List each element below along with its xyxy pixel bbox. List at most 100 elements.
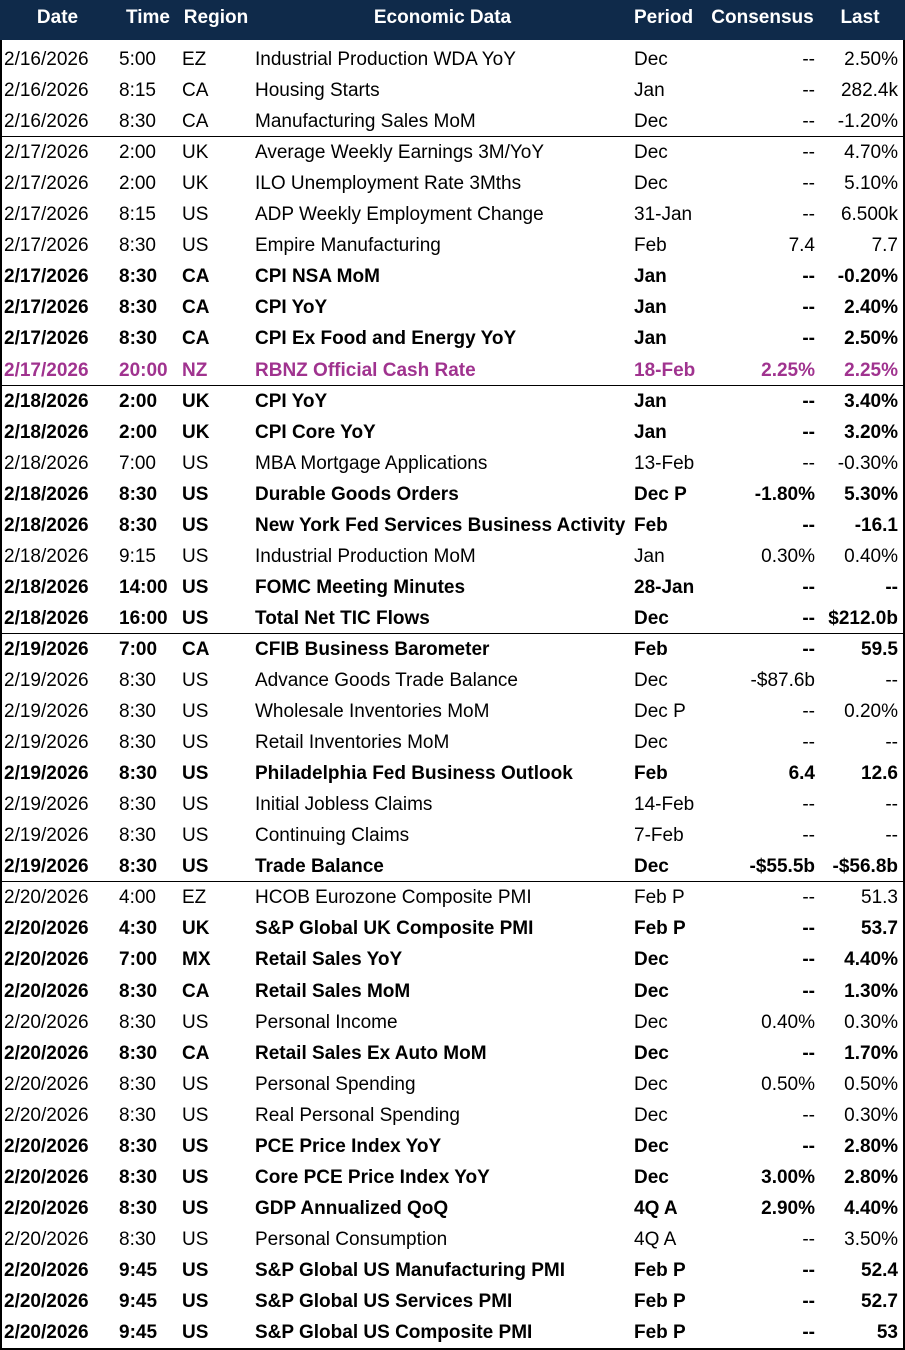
economic-data-cell: CPI NSA MoM: [255, 266, 380, 288]
time-cell: 8:30: [119, 111, 156, 133]
economic-data-cell: GDP Annualized QoQ: [255, 1197, 449, 1219]
period-cell: Dec: [634, 111, 668, 133]
economic-data-cell: RBNZ Official Cash Rate: [255, 359, 476, 381]
date-cell: 2/17/2026: [4, 266, 89, 288]
economic-data-cell: Industrial Production WDA YoY: [255, 49, 516, 70]
economic-data-cell: Trade Balance: [255, 856, 384, 878]
consensus-cell: 0.50%: [761, 1073, 815, 1095]
header-bar: [0, 0, 905, 40]
consensus-cell: 0.40%: [761, 1011, 815, 1033]
day-separator: [0, 881, 905, 883]
period-cell: Feb: [634, 514, 668, 536]
last-cell: 2.80%: [844, 1166, 898, 1188]
consensus-cell: -$55.5b: [749, 856, 815, 878]
region-cell: US: [182, 576, 209, 598]
period-cell: Feb P: [634, 887, 685, 909]
last-cell: 53.7: [861, 918, 898, 940]
time-cell: 7:00: [119, 638, 158, 660]
region-cell: US: [182, 545, 209, 567]
economic-data-cell: Retail Sales Ex Auto MoM: [255, 1042, 487, 1064]
last-cell: -$56.8b: [832, 856, 898, 878]
last-cell: --: [885, 576, 898, 598]
consensus-cell: --: [802, 825, 815, 847]
region-cell: US: [182, 514, 209, 536]
region-cell: US: [182, 607, 209, 629]
period-cell: Dec: [634, 1166, 669, 1188]
period-cell: Dec P: [634, 483, 687, 505]
date-cell: 2/16/2026: [4, 80, 89, 102]
header-date: Date: [36, 7, 79, 28]
economic-data-cell: CPI YoY: [255, 390, 328, 412]
period-cell: Dec: [634, 1104, 668, 1126]
consensus-cell: --: [802, 949, 815, 971]
last-cell: 3.50%: [844, 1228, 898, 1250]
header-economic-data: Economic Data: [373, 7, 512, 28]
period-cell: Dec: [634, 49, 668, 70]
time-cell: 8:30: [119, 328, 158, 350]
economic-data-cell: CFIB Business Barometer: [255, 638, 490, 660]
period-cell: Dec: [634, 949, 669, 971]
region-cell: US: [182, 1291, 209, 1312]
economic-data-cell: CPI Ex Food and Energy YoY: [255, 328, 517, 350]
date-cell: 2/19/2026: [4, 763, 89, 785]
consensus-cell: --: [802, 794, 815, 816]
consensus-cell: --: [802, 421, 815, 443]
region-cell: EZ: [182, 49, 207, 70]
economic-data-cell: S&P Global US Services PMI: [255, 1291, 513, 1312]
time-cell: 8:30: [119, 701, 156, 723]
date-cell: 2/18/2026: [4, 514, 89, 536]
economic-data-cell: Initial Jobless Claims: [255, 794, 433, 816]
period-cell: Jan: [634, 80, 665, 102]
economic-data-cell: MBA Mortgage Applications: [255, 452, 488, 474]
time-cell: 8:30: [119, 763, 158, 785]
last-cell: 0.30%: [844, 1011, 898, 1033]
last-cell: 2.50%: [844, 49, 898, 70]
region-cell: US: [182, 1135, 209, 1157]
region-cell: US: [182, 1228, 209, 1250]
consensus-cell: 2.90%: [761, 1197, 815, 1219]
economic-data-cell: Industrial Production MoM: [255, 545, 476, 567]
last-cell: 1.70%: [844, 1042, 898, 1064]
period-cell: Feb P: [634, 1259, 686, 1281]
consensus-cell: 7.4: [788, 235, 815, 257]
date-cell: 2/20/2026: [4, 1166, 89, 1188]
time-cell: 8:30: [119, 980, 158, 1002]
consensus-cell: -$87.6b: [750, 670, 815, 691]
consensus-cell: --: [802, 142, 815, 164]
date-cell: 2/16/2026: [4, 49, 89, 70]
region-cell: CA: [182, 980, 210, 1002]
consensus-cell: --: [802, 297, 815, 319]
economic-data-cell: Retail Inventories MoM: [255, 732, 450, 754]
consensus-cell: 0.30%: [761, 545, 815, 567]
last-cell: $212.0b: [828, 607, 898, 629]
consensus-cell: --: [802, 514, 815, 536]
last-cell: 53: [876, 1322, 898, 1344]
economic-data-cell: Total Net TIC Flows: [255, 607, 430, 629]
period-cell: Jan: [634, 390, 667, 412]
time-cell: 8:30: [119, 266, 158, 288]
period-cell: Dec: [634, 1011, 668, 1033]
date-cell: 2/20/2026: [4, 1322, 89, 1344]
last-cell: 2.25%: [844, 359, 898, 381]
bottom-border: [0, 1348, 905, 1350]
economic-data-cell: Personal Income: [255, 1011, 398, 1033]
consensus-cell: 3.00%: [761, 1166, 815, 1188]
consensus-cell: --: [802, 1042, 815, 1064]
date-cell: 2/18/2026: [4, 483, 89, 505]
economic-data-cell: Core PCE Price Index YoY: [255, 1166, 490, 1188]
last-cell: 12.6: [861, 763, 898, 785]
time-cell: 2:00: [119, 173, 156, 195]
last-cell: 7.7: [871, 235, 898, 257]
period-cell: 13-Feb: [634, 452, 695, 474]
day-separator: [0, 384, 905, 386]
economic-data-cell: Personal Consumption: [255, 1228, 448, 1250]
period-cell: Dec: [634, 173, 668, 195]
last-cell: 3.40%: [844, 390, 898, 412]
economic-data-cell: S&P Global US Manufacturing PMI: [255, 1259, 566, 1281]
time-cell: 2:00: [119, 421, 158, 443]
period-cell: 18-Feb: [634, 359, 696, 381]
time-cell: 8:30: [119, 483, 158, 505]
region-cell: US: [182, 763, 209, 785]
date-cell: 2/20/2026: [4, 949, 89, 971]
consensus-cell: --: [802, 173, 815, 195]
